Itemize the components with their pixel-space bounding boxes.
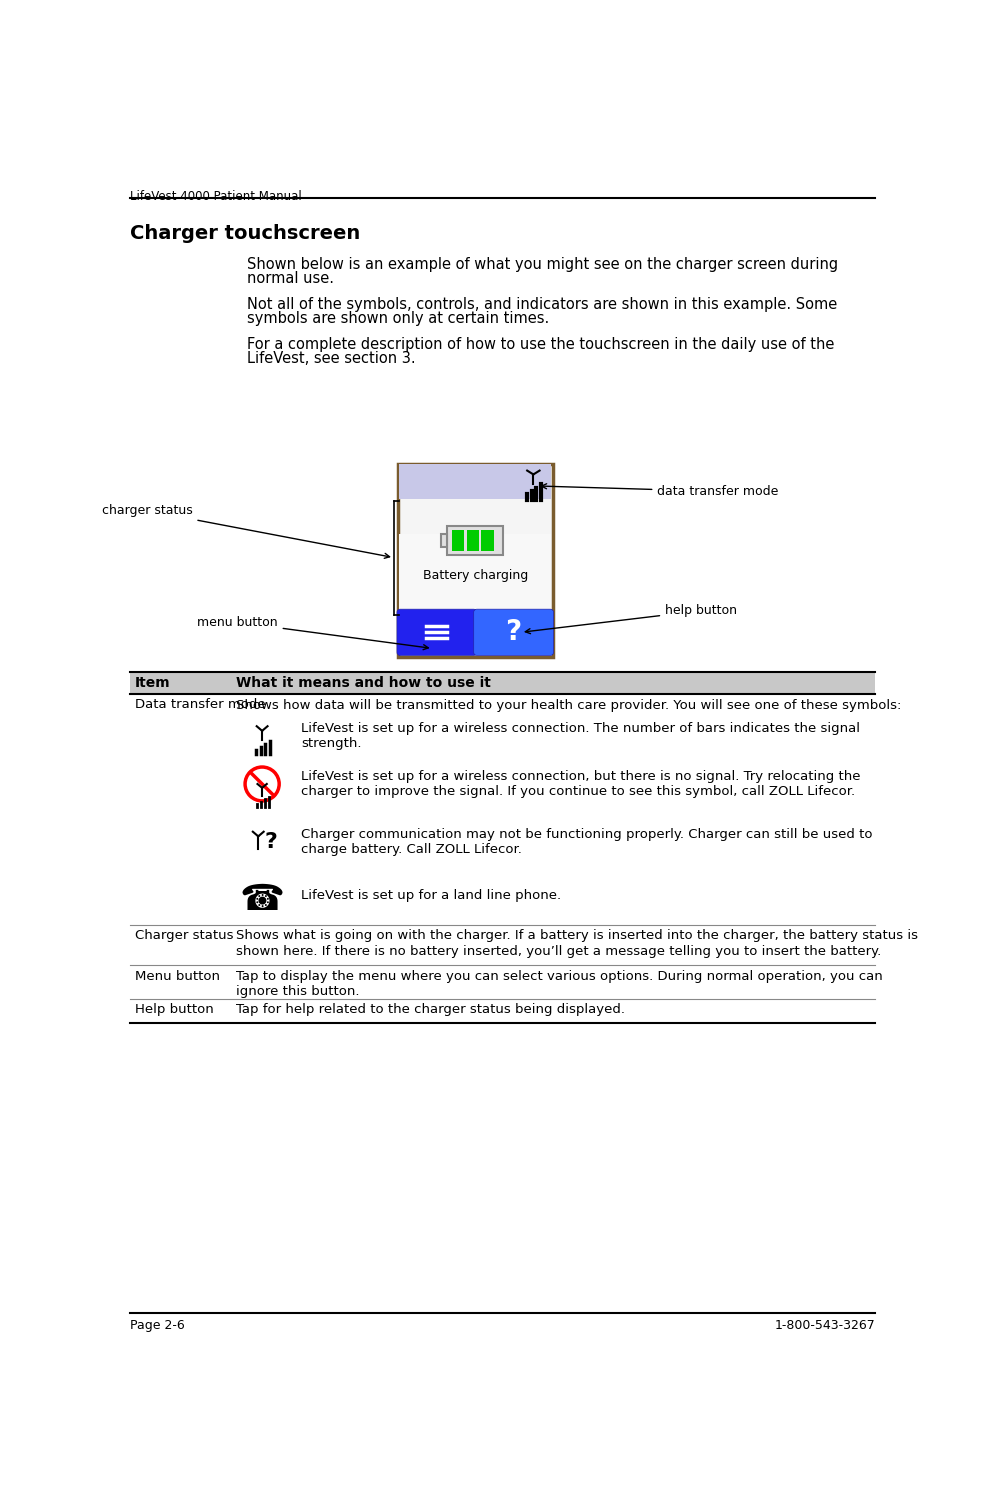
FancyBboxPatch shape <box>397 464 552 657</box>
Text: LifeVest is set up for a wireless connection. The number of bars indicates the s: LifeVest is set up for a wireless connec… <box>301 723 860 751</box>
Text: 1-800-543-3267: 1-800-543-3267 <box>774 1319 875 1331</box>
Text: Battery charging: Battery charging <box>423 568 528 582</box>
Text: Tap for help related to the charger status being displayed.: Tap for help related to the charger stat… <box>235 1004 625 1016</box>
Text: ☎: ☎ <box>239 883 284 917</box>
Text: LifeVest is set up for a land line phone.: LifeVest is set up for a land line phone… <box>301 890 561 902</box>
Text: For a complete description of how to use the touchscreen in the daily use of the: For a complete description of how to use… <box>246 337 834 352</box>
Text: Shows what is going on with the charger. If a battery is inserted into the charg: Shows what is going on with the charger.… <box>235 929 918 957</box>
FancyBboxPatch shape <box>397 609 477 655</box>
FancyBboxPatch shape <box>130 672 875 694</box>
Text: menu button: menu button <box>197 616 429 649</box>
Text: Charger communication may not be functioning properly. Charger can still be used: Charger communication may not be functio… <box>301 827 872 856</box>
FancyBboxPatch shape <box>447 527 503 555</box>
FancyBboxPatch shape <box>474 609 553 655</box>
FancyBboxPatch shape <box>441 534 447 548</box>
Text: Item: Item <box>135 676 171 690</box>
Text: What it means and how to use it: What it means and how to use it <box>235 676 490 690</box>
Text: charger status: charger status <box>102 504 389 558</box>
Text: data transfer mode: data transfer mode <box>542 483 779 498</box>
Text: Charger touchscreen: Charger touchscreen <box>130 224 361 244</box>
Text: Help button: Help button <box>135 1004 214 1016</box>
Text: LifeVest is set up for a wireless connection, but there is no signal. Try reloca: LifeVest is set up for a wireless connec… <box>301 770 860 797</box>
Text: symbols are shown only at certain times.: symbols are shown only at certain times. <box>246 311 549 326</box>
FancyBboxPatch shape <box>399 464 551 500</box>
Text: help button: help button <box>525 604 737 634</box>
Text: Data transfer mode: Data transfer mode <box>135 699 266 712</box>
Text: Shows how data will be transmitted to your health care provider. You will see on: Shows how data will be transmitted to yo… <box>235 699 902 712</box>
Text: Not all of the symbols, controls, and indicators are shown in this example. Some: Not all of the symbols, controls, and in… <box>246 296 837 311</box>
Text: Charger status: Charger status <box>135 929 233 942</box>
Text: ?: ? <box>264 832 277 853</box>
Text: Tap to display the menu where you can select various options. During normal oper: Tap to display the menu where you can se… <box>235 969 883 998</box>
FancyBboxPatch shape <box>399 534 551 649</box>
Text: LifeVest 4000 Patient Manual: LifeVest 4000 Patient Manual <box>130 190 302 203</box>
Text: normal use.: normal use. <box>246 271 334 286</box>
Text: LifeVest, see section 3.: LifeVest, see section 3. <box>246 352 415 367</box>
Text: Shown below is an example of what you might see on the charger screen during: Shown below is an example of what you mi… <box>246 256 838 271</box>
FancyBboxPatch shape <box>452 530 464 552</box>
FancyBboxPatch shape <box>482 530 493 552</box>
FancyBboxPatch shape <box>467 530 479 552</box>
Text: ?: ? <box>505 618 521 646</box>
Text: Menu button: Menu button <box>135 969 220 983</box>
Text: Page 2-6: Page 2-6 <box>130 1319 185 1331</box>
